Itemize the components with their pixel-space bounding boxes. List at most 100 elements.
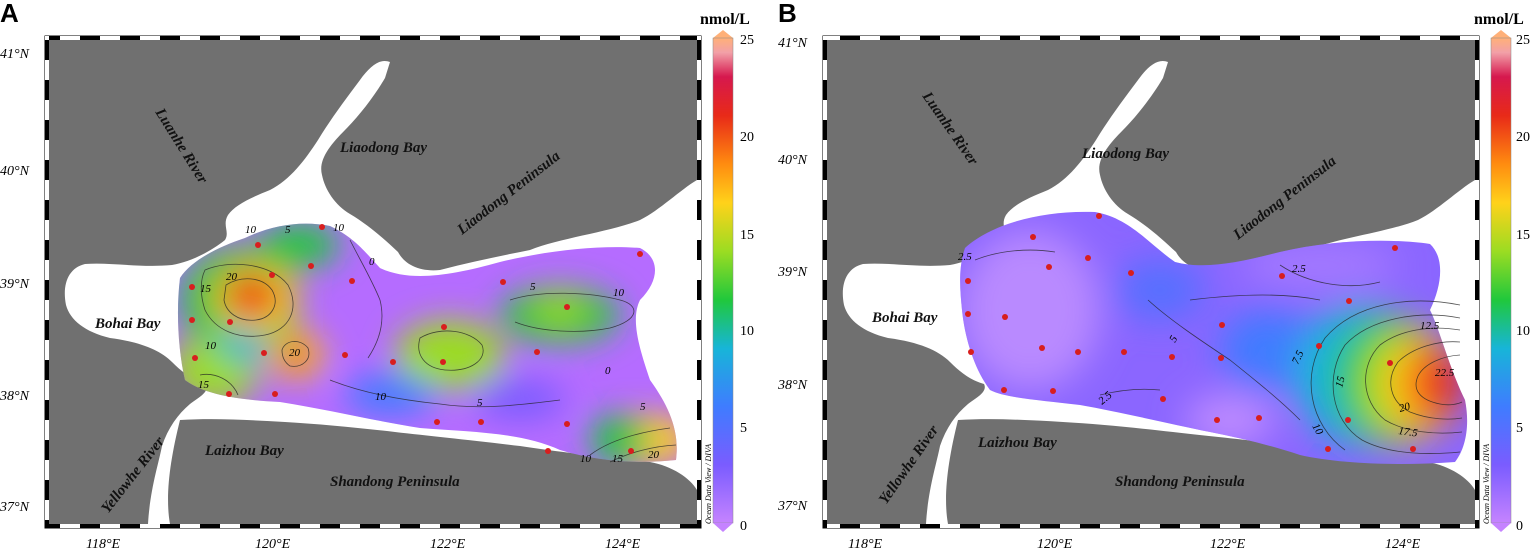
lat-label: 39°N (777, 265, 808, 280)
colorbar-tick: 25 (740, 33, 754, 48)
station-point (255, 242, 261, 248)
contour-label: 10 (613, 287, 625, 299)
lon-label: 122°E (430, 537, 466, 552)
station-point (1325, 446, 1331, 452)
station-point (1218, 355, 1224, 361)
panel-b-land (827, 40, 1475, 524)
panel-a-dashed-border (45, 36, 701, 528)
contour-label: 17.5 (1398, 425, 1419, 440)
contour-label: 0 (369, 256, 375, 268)
station-point (1002, 314, 1008, 320)
station-point (1256, 415, 1262, 421)
station-point (319, 224, 325, 230)
colorbar-tick: 10 (1516, 324, 1530, 339)
station-point (441, 324, 447, 330)
contour-label: 20 (289, 347, 301, 359)
colorbar-tick: 5 (740, 421, 747, 436)
panel-a-credit: Ocean Data View / DIVA (704, 444, 713, 524)
panel-b-colorbar: nmol/L 25 20 15 10 5 0 (1474, 11, 1530, 534)
station-point (637, 251, 643, 257)
panel-b-dashed-border (823, 36, 1479, 528)
colorbar-gradient (712, 37, 734, 524)
panel-a-contours (199, 239, 677, 463)
station-point (227, 319, 233, 325)
station-point (226, 391, 232, 397)
lat-label: 39°N (0, 277, 30, 292)
colorbar-tick: 15 (740, 228, 754, 243)
station-point (534, 349, 540, 355)
panel-a-stations (189, 224, 643, 454)
station-point (564, 421, 570, 427)
colorbar-tick: 0 (740, 519, 747, 534)
station-point (1075, 349, 1081, 355)
station-point (349, 278, 355, 284)
contour-label: 15 (612, 453, 624, 465)
station-point (192, 355, 198, 361)
lon-label: 124°E (605, 537, 641, 552)
station-point (1387, 360, 1393, 366)
station-point (342, 352, 348, 358)
station-point (1001, 387, 1007, 393)
station-point (965, 311, 971, 317)
colorbar-tick: 5 (1516, 421, 1523, 436)
station-point (628, 448, 634, 454)
contour-label: 10 (580, 453, 592, 465)
lat-label: 38°N (0, 389, 30, 404)
panel-a-colorbar: nmol/L 25 20 15 10 5 0 (700, 11, 754, 534)
liaodong-bay-label: Liaodong Bay (1081, 146, 1169, 162)
bohai-bay-label: Bohai Bay (871, 310, 938, 326)
contour-label: 15 (198, 379, 210, 391)
colorbar-tick: 0 (1516, 519, 1523, 534)
panel-b-credit: Ocean Data View / DIVA (1482, 444, 1491, 524)
shandong-peninsula-label: Shandong Peninsula (330, 474, 460, 490)
contour-label: 20 (648, 449, 660, 461)
station-point (261, 350, 267, 356)
station-point (272, 391, 278, 397)
station-point (1345, 417, 1351, 423)
panel-a-letter: A (0, 0, 19, 28)
station-point (1160, 396, 1166, 402)
station-point (1050, 388, 1056, 394)
panel-b-lat-labels: 41°N 40°N 39°N 38°N 37°N (777, 36, 808, 514)
contour-label: 10 (245, 224, 257, 236)
liaodong-bay-label: Liaodong Bay (339, 140, 427, 156)
contour-label: 0 (605, 365, 611, 377)
contour-label: 15 (200, 283, 212, 295)
station-point (1219, 322, 1225, 328)
station-point (1046, 264, 1052, 270)
panel-b-lon-labels: 118°E 120°E 122°E 124°E (848, 537, 1421, 552)
station-point (390, 359, 396, 365)
panel-a-lat-labels: 41°N 40°N 39°N 38°N 37°N (0, 47, 30, 515)
lon-label: 120°E (1037, 537, 1073, 552)
colorbar-tick: 25 (1516, 33, 1530, 48)
contour-label: 5 (640, 401, 646, 413)
station-point (965, 278, 971, 284)
panel-a: A (0, 0, 754, 552)
station-point (1085, 255, 1091, 261)
contour-label: 15 (1333, 375, 1348, 389)
contour-label: 20 (1398, 400, 1412, 415)
station-point (1030, 234, 1036, 240)
panel-b-letter: B (778, 0, 797, 28)
station-point (1279, 273, 1285, 279)
colorbar-tick: 20 (1516, 130, 1530, 145)
laizhou-bay-label: Laizhou Bay (977, 435, 1057, 451)
station-point (545, 448, 551, 454)
lon-label: 122°E (1210, 537, 1246, 552)
station-point (269, 272, 275, 278)
station-point (1346, 298, 1352, 304)
station-point (308, 263, 314, 269)
contour-label: 5 (530, 281, 536, 293)
lon-label: 124°E (1385, 537, 1421, 552)
panel-b: B (777, 0, 1530, 552)
station-point (500, 279, 506, 285)
lon-label: 120°E (255, 537, 291, 552)
station-point (1392, 245, 1398, 251)
station-point (1096, 213, 1102, 219)
lon-label: 118°E (848, 537, 883, 552)
lon-label: 118°E (86, 537, 121, 552)
station-point (1169, 354, 1175, 360)
lat-label: 40°N (0, 164, 30, 179)
panel-b-stations (965, 213, 1416, 452)
